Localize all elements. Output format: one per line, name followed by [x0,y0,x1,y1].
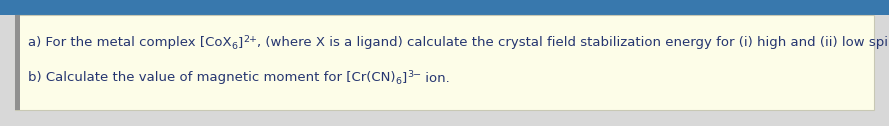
Text: 2+: 2+ [243,35,257,44]
Bar [0,0,889,15]
Text: ion.: ion. [420,71,450,85]
Text: 6: 6 [232,42,237,51]
Text: a) For the metal complex [CoX: a) For the metal complex [CoX [28,36,232,49]
Text: ]: ] [237,36,243,49]
Text: 6: 6 [396,77,402,86]
Text: ]: ] [402,71,407,85]
Text: , (where X is a ligand) calculate the crystal field stabilization energy for (i): , (where X is a ligand) calculate the cr… [257,36,889,49]
Bar [15,15,874,110]
Text: 3−: 3− [407,70,420,79]
Bar [15,15,20,110]
Text: b) Calculate the value of magnetic moment for [Cr(CN): b) Calculate the value of magnetic momen… [28,71,396,85]
